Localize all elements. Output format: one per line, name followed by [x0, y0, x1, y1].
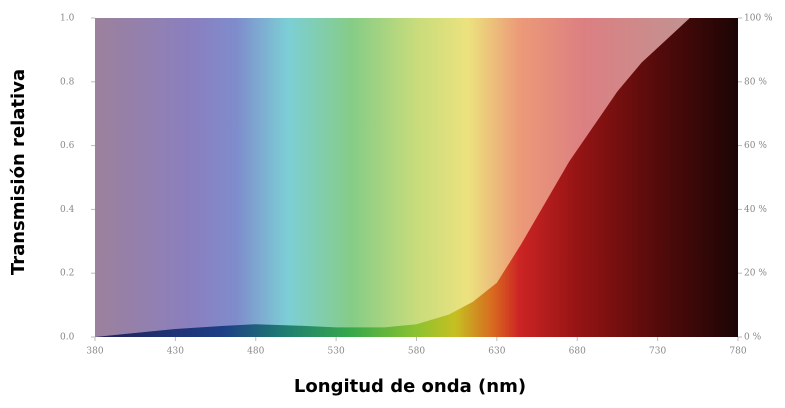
y2-tick-label: 100 % [744, 14, 773, 24]
y2-tick-label: 20 % [744, 269, 767, 279]
y2-tick-label: 40 % [744, 205, 767, 215]
y2-tick-label: 80 % [744, 77, 767, 87]
x-tick-label: 380 [86, 347, 103, 357]
x-tick-label: 730 [649, 347, 666, 357]
y-tick-label: 0.6 [60, 141, 75, 151]
x-tick-label: 530 [328, 347, 345, 357]
y-tick-label: 1.0 [60, 14, 75, 24]
y-tick-label: 0.2 [60, 269, 74, 279]
x-tick-label: 780 [729, 347, 746, 357]
x-tick-label: 630 [488, 347, 505, 357]
y2-tick-label: 60 % [744, 141, 767, 151]
y-tick-label: 0.8 [60, 77, 75, 87]
y-tick-label: 0.4 [60, 205, 75, 215]
x-axis-title: Longitud de onda (nm) [294, 376, 526, 397]
x-tick-label: 480 [247, 347, 264, 357]
y-axis-title: Transmisión relativa [8, 69, 29, 275]
y-tick-label: 0.0 [60, 333, 75, 343]
x-tick-label: 580 [408, 347, 425, 357]
x-tick-label: 680 [569, 347, 586, 357]
y2-tick-label: 0 % [744, 333, 762, 343]
x-tick-label: 430 [167, 347, 184, 357]
chart: Longitud de onda (nm) Transmisión relati… [0, 0, 785, 408]
